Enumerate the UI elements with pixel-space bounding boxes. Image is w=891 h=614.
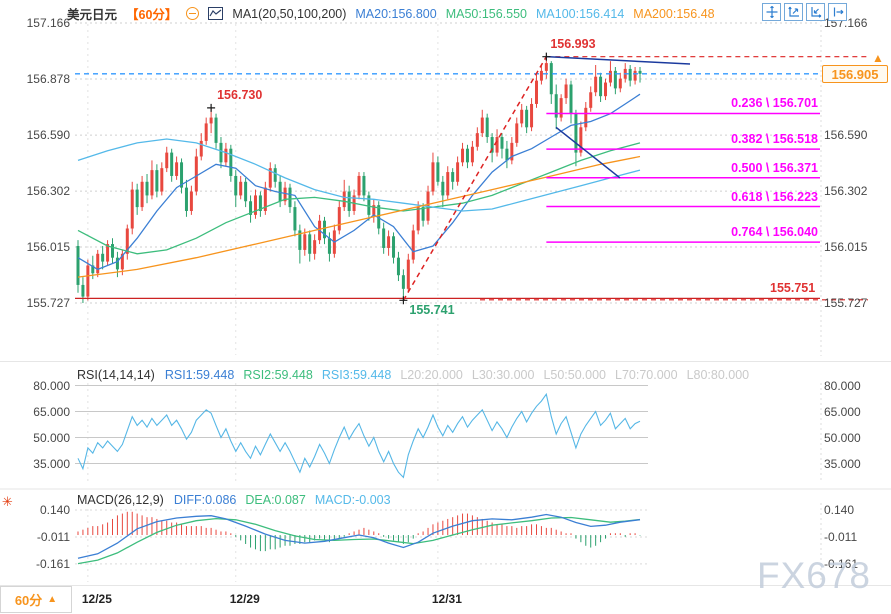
rsi-header: RSI(14,14,14) RSI1:59.448 RSI2:59.448 RSI3… — [77, 368, 758, 382]
x-axis-date-label: 12/31 — [431, 592, 462, 606]
axis-zoom-icon[interactable] — [806, 3, 825, 21]
price-tick-label: 156.302 — [824, 184, 868, 199]
rsi-tick-label: 35.000 — [824, 456, 861, 471]
crosshair-icon[interactable] — [762, 3, 781, 21]
chart-toolbar — [762, 3, 847, 21]
rsi-tick-label: 80.000 — [824, 378, 861, 393]
macd-tick-label: 0.140 — [39, 503, 70, 517]
dea-value: DEA:0.087 — [245, 493, 306, 507]
fx678-watermark: FX678 — [757, 555, 872, 596]
price-tick-label: 156.590 — [824, 128, 868, 143]
l50-level: L50:50.000 — [543, 368, 607, 382]
diff-value: DIFF:0.086 — [173, 493, 237, 507]
macd-header: MACD(26,12,9) DIFF:0.086 DEA:0.087 MACD:-0… — [77, 493, 400, 507]
macd-tick-label: -0.011 — [824, 529, 858, 544]
l20-level: L20:20.000 — [400, 368, 463, 382]
ma-values: MA20:156.800 MA50:156.550 MA100:156.414 MA2… — [355, 7, 723, 21]
x-axis-date-label: 12/29 — [229, 592, 260, 606]
rsi-tick-label: 80.000 — [33, 378, 70, 393]
swing-high-label: 156.993 — [550, 36, 596, 51]
rsi-indicator-label: RSI(14,14,14) — [77, 368, 155, 382]
ma20-value: MA20:156.800 — [355, 6, 437, 21]
macd-tick-label: -0.011 — [36, 529, 70, 544]
price-up-arrow: ▲ — [872, 51, 884, 65]
fib-level-label: 0.382 \ 156.518 — [731, 132, 818, 147]
rsi2-value: RSI2:59.448 — [243, 368, 313, 382]
prior-high-label: 156.730 — [217, 87, 263, 102]
rsi3-value: RSI3:59.448 — [321, 368, 392, 382]
macd-value: MACD:-0.003 — [314, 493, 391, 507]
support-level-label: 155.751 — [770, 281, 816, 296]
l70-level: L70:70.000 — [615, 368, 678, 382]
timeframe-label: 【60分】 — [126, 8, 178, 22]
macd-settings-icon[interactable]: ✳ — [2, 494, 13, 509]
rsi-tick-label: 65.000 — [33, 404, 70, 419]
ma200-value: MA200:156.48 — [633, 6, 715, 21]
price-tick-label: 155.727 — [824, 296, 868, 311]
price-tick-label: 156.015 — [824, 239, 868, 254]
l80-level: L80:80.000 — [686, 368, 750, 382]
fib-level-label: 0.500 \ 156.371 — [731, 160, 818, 175]
price-tick-label: 156.302 — [26, 184, 70, 199]
timeframe-selector[interactable]: 60分 ▲ — [0, 586, 72, 613]
price-tick-label: 157.166 — [26, 16, 70, 30]
price-tick-label: 156.878 — [26, 72, 70, 87]
ma50-value: MA50:156.550 — [445, 6, 528, 21]
macd-tick-label: -0.161 — [824, 556, 859, 571]
x-axis-date-label: 12/25 — [81, 592, 112, 606]
macd-tick-label: -0.161 — [35, 556, 70, 571]
timeframe-up-arrow: ▲ — [47, 594, 58, 605]
l30-level: L30:30.000 — [471, 368, 535, 382]
price-tick-label: 156.015 — [26, 239, 70, 254]
price-tick-label: 155.727 — [26, 296, 70, 311]
pan-right-icon[interactable] — [828, 3, 847, 21]
fib-level-label: 0.236 \ 156.701 — [731, 96, 818, 111]
minus-circle-icon[interactable] — [186, 7, 200, 20]
timeframe-selector-label: 60分 — [14, 593, 43, 608]
rsi-tick-label: 65.000 — [824, 404, 861, 419]
macd-tick-label: 0.140 — [824, 503, 855, 517]
chart-header: 美元日元 【60分】 MA1(20,50,100,200) MA20:156.8… — [67, 4, 724, 23]
fib-level-label: 0.764 \ 156.040 — [731, 225, 818, 240]
axis-scale-icon[interactable] — [784, 3, 803, 21]
ma100-value: MA100:156.414 — [536, 6, 625, 21]
fib-level-label: 0.618 \ 156.223 — [731, 189, 818, 204]
candlestick-series — [76, 56, 642, 304]
indicator-chart-icon[interactable] — [208, 7, 224, 20]
symbol-name: 美元日元 — [67, 8, 118, 22]
macd-values: DIFF:0.086 DEA:0.087 MACD:-0.003 — [174, 493, 400, 507]
rsi1-value: RSI1:59.448 — [164, 368, 235, 382]
macd-indicator-label: MACD(26,12,9) — [77, 493, 164, 507]
current-price-box: 156.905 — [822, 65, 888, 83]
rsi-values: RSI1:59.448 RSI2:59.448 RSI3:59.448 L20:20.… — [165, 368, 758, 382]
swing-low-label: 155.741 — [409, 303, 455, 318]
price-tick-label: 156.590 — [26, 128, 70, 143]
rsi-tick-label: 35.000 — [33, 456, 70, 471]
rsi-tick-label: 50.000 — [824, 430, 861, 445]
ma-settings-label: MA1(20,50,100,200) — [232, 6, 347, 21]
rsi-tick-label: 50.000 — [33, 430, 70, 445]
